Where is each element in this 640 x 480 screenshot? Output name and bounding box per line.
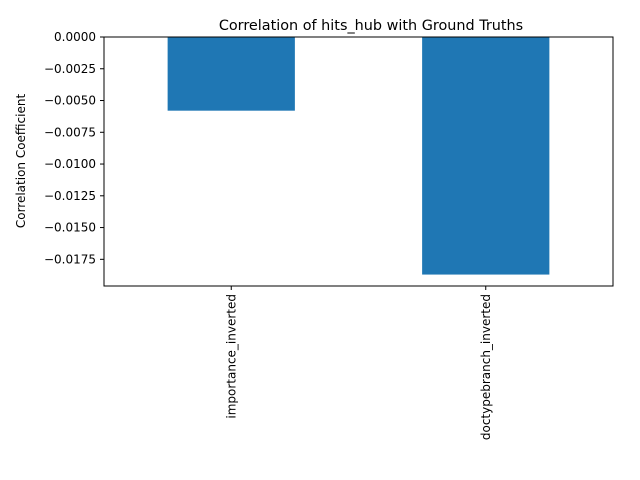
y-tick-label: −0.0025 (44, 62, 96, 76)
x-tick-label: importance_inverted (224, 294, 238, 419)
y-tick-label: −0.0050 (44, 94, 96, 108)
bar-doctypebranch_inverted (422, 37, 550, 275)
y-tick-label: −0.0150 (44, 221, 96, 235)
x-axis-ticks: importance_inverted doctypebranch_inverte… (224, 286, 493, 440)
y-axis-label: Correlation Coefficient (14, 94, 28, 229)
y-tick-label: −0.0075 (44, 125, 96, 139)
plot-frame (103, 36, 614, 287)
x-tick-label: doctypebranch_inverted (479, 294, 493, 440)
chart-title: Correlation of hits_hub with Ground Trut… (219, 18, 523, 34)
y-tick-label: −0.0175 (44, 252, 96, 266)
y-axis-ticks: 0.0000 −0.0025 −0.0050 −0.0075 −0.0100 −0.012… (44, 30, 104, 266)
y-tick-label: −0.0125 (44, 189, 96, 203)
bar-importance_inverted (167, 37, 295, 111)
y-tick-label: 0.0000 (54, 30, 96, 44)
bars-group (167, 37, 550, 275)
y-tick-label: −0.0100 (44, 157, 96, 171)
